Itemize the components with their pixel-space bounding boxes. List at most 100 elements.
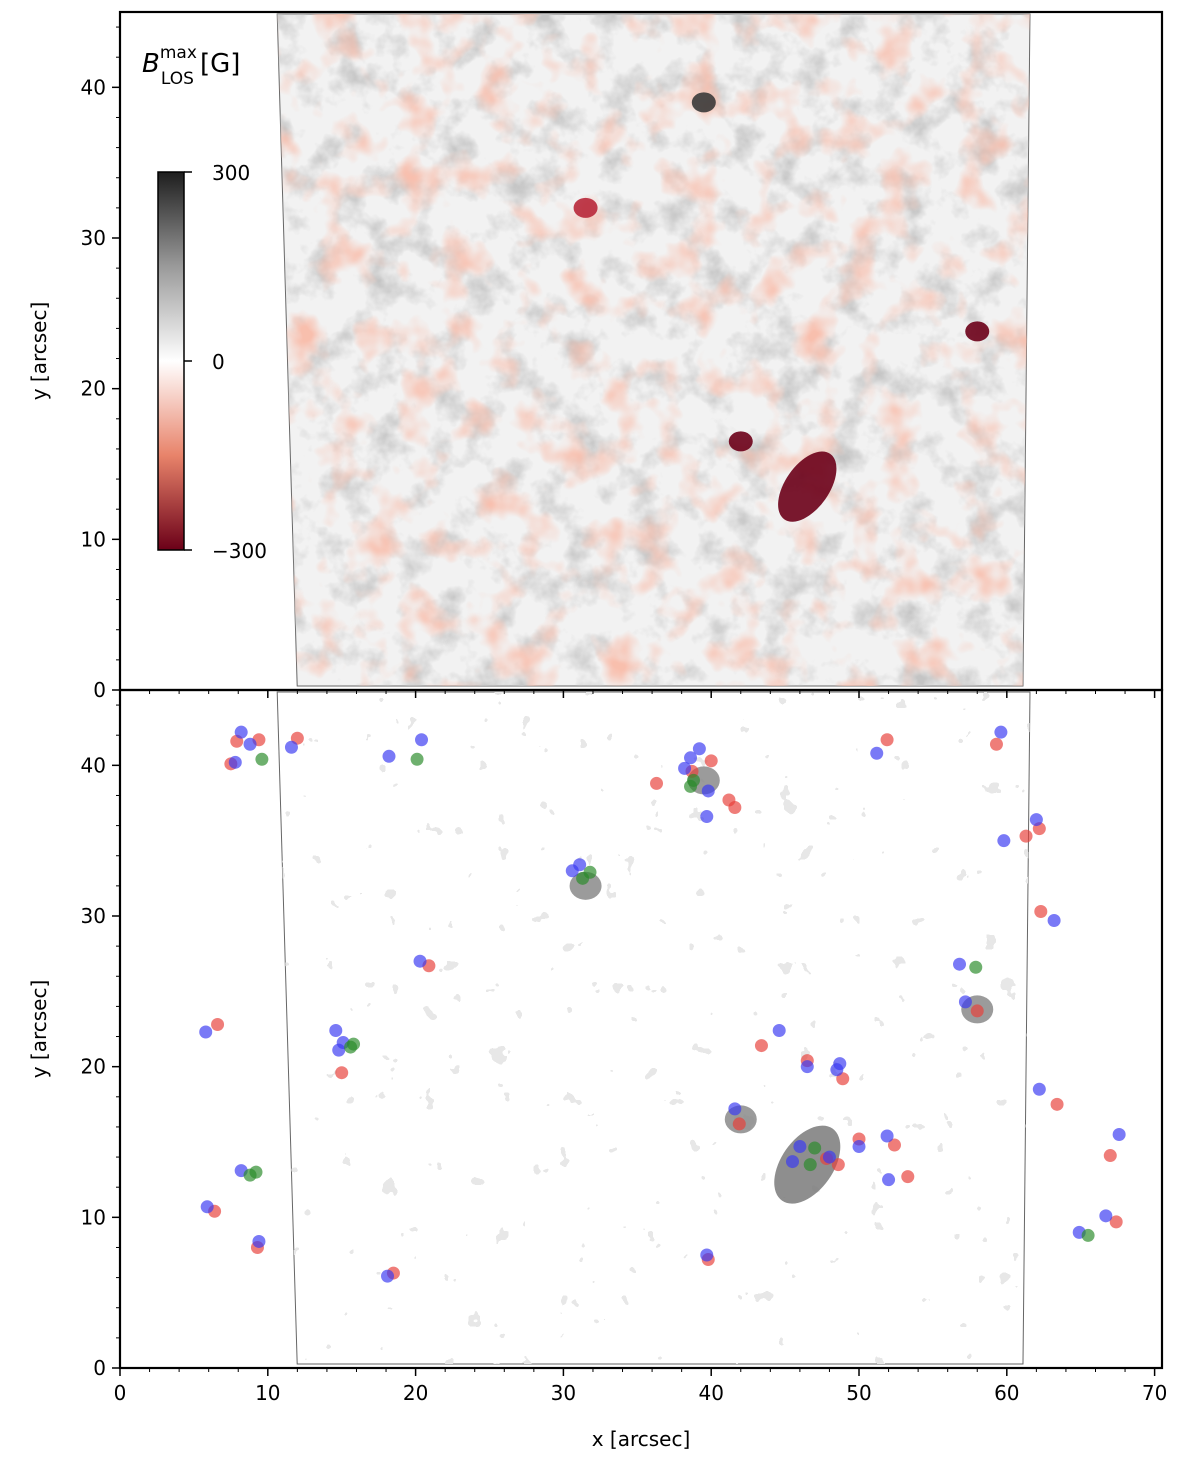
scatter-point-series1-6	[381, 1269, 395, 1283]
scatter-point-series2-1	[410, 752, 424, 766]
y-tick-label: 0	[93, 1356, 106, 1380]
scatter-point-series1-7	[413, 954, 427, 968]
scatter-point-series0-27	[1019, 829, 1033, 843]
scatter-point-series1-17	[678, 761, 692, 775]
scatter-point-series1-25	[785, 1155, 799, 1169]
x-tick-label: 0	[114, 1381, 127, 1405]
scatter-point-series1-23	[728, 1102, 742, 1116]
scatter-point-series1-31	[852, 1140, 866, 1154]
scatter-point-series1-30	[833, 1057, 847, 1071]
x-tick-label: 50	[846, 1381, 871, 1405]
scatter-point-series1-20	[701, 784, 715, 798]
scatter-point-series2-11	[808, 1141, 822, 1155]
scatter-point-series0-25	[880, 733, 894, 747]
scatter-point-series0-32	[1103, 1149, 1117, 1163]
scatter-point-series1-37	[994, 725, 1008, 739]
scatter-point-series1-24	[772, 1024, 786, 1038]
scatter-point-series0-24	[901, 1170, 915, 1184]
scatter-point-series1-4	[382, 749, 396, 763]
top-feature-0	[778, 451, 837, 522]
top-feature-3	[965, 321, 990, 342]
scatter-point-series0-7	[211, 1017, 225, 1031]
scatter-point-series1-11	[199, 1025, 213, 1039]
scatter-point-series1-22	[700, 1248, 714, 1262]
scatter-point-series1-27	[800, 1060, 814, 1074]
scatter-point-series0-33	[1109, 1215, 1123, 1229]
bottom-noise-contours	[277, 692, 1030, 1364]
bottom-ylabel: y [arcsec]	[27, 980, 51, 1079]
scatter-point-series1-8	[329, 1024, 343, 1038]
scatter-point-series2-13	[1081, 1228, 1095, 1242]
scatter-point-series1-41	[1047, 914, 1061, 928]
colorbar: 300 0 −300 Bmax LOS [G]	[142, 43, 267, 563]
y-tick-label: 40	[81, 753, 106, 777]
colorbar-label: Bmax LOS [G]	[142, 43, 240, 89]
scatter-point-series2-12	[969, 960, 983, 974]
colorbar-gradient	[157, 171, 185, 551]
scatter-point-series0-23	[887, 1138, 901, 1152]
top-features	[573, 92, 990, 522]
scatter-point-series1-1	[234, 725, 248, 739]
x-tick-label: 70	[1142, 1381, 1167, 1405]
x-tick-label: 40	[698, 1381, 723, 1405]
y-tick-label: 20	[81, 377, 106, 401]
scatter-point-series1-19	[692, 742, 706, 756]
y-tick-label: 30	[81, 904, 106, 928]
colorbar-tick-0: 0	[212, 350, 225, 374]
scatter-point-series0-16	[732, 1117, 746, 1131]
x-tick-label: 10	[255, 1381, 280, 1405]
scatter-point-series0-30	[970, 1004, 984, 1018]
colorbar-tick-300: 300	[212, 161, 250, 185]
top-noise-red	[277, 14, 1030, 686]
y-tick-label: 40	[81, 75, 106, 99]
scatter-point-series2-9	[684, 779, 698, 793]
scatter-point-series1-18	[684, 751, 698, 765]
scatter-point-series2-0	[255, 752, 269, 766]
x-tick-label: 20	[403, 1381, 428, 1405]
scatter-point-series1-40	[1032, 1082, 1046, 1096]
y-tick-label: 30	[81, 226, 106, 250]
scatter-point-series0-14	[728, 801, 742, 815]
scatter-point-series1-12	[200, 1200, 214, 1214]
scatter-point-series0-12	[704, 754, 718, 768]
top-feature-4	[691, 92, 716, 113]
x-tick-label: 60	[994, 1381, 1019, 1405]
scatter-point-series0-20	[831, 1158, 845, 1172]
scatter-point-series1-38	[997, 834, 1011, 848]
top-feature-2	[573, 197, 598, 218]
scatter-point-series0-31	[1050, 1097, 1064, 1111]
bottom-points	[199, 725, 1126, 1283]
scatter-point-series2-3	[347, 1037, 361, 1051]
scatter-point-series1-34	[870, 746, 884, 760]
scatter-point-series0-29	[1034, 904, 1048, 918]
scatter-point-series1-36	[958, 995, 972, 1009]
scatter-point-series2-5	[249, 1165, 263, 1179]
scatter-point-series1-44	[1112, 1127, 1126, 1141]
scatter-point-series1-39	[1029, 813, 1043, 827]
y-tick-label: 20	[81, 1055, 106, 1079]
scatter-point-series0-26	[989, 737, 1003, 751]
scatter-point-series2-7	[583, 865, 597, 879]
bottom-panel-scatter	[199, 691, 1126, 1365]
scatter-point-series1-14	[252, 1234, 266, 1248]
y-tick-label: 10	[81, 1205, 106, 1229]
scatter-point-series1-5	[415, 733, 429, 747]
scatter-point-series1-16	[573, 858, 587, 872]
scatter-point-series1-0	[228, 755, 242, 769]
bottom-panel-frame	[118, 688, 1164, 1370]
scatter-point-series0-10	[650, 776, 664, 790]
scatter-point-series1-21	[700, 810, 714, 824]
bottom-xlabel: x [arcsec]	[592, 1427, 691, 1451]
top-texture	[277, 14, 1030, 686]
scatter-point-series1-32	[880, 1129, 894, 1143]
top-feature-1	[728, 431, 753, 452]
scatter-point-series0-17	[754, 1039, 768, 1053]
scatter-point-series1-3	[284, 740, 298, 754]
scatter-point-series1-26	[793, 1140, 807, 1154]
axes: 0 10 20 30 40 0 10 20 30 40 0 10 20 30 40 50 60 70	[81, 26, 1167, 1405]
top-panel-magnetogram	[276, 13, 1031, 687]
x-tick-label: 30	[551, 1381, 576, 1405]
y-tick-label: 10	[81, 527, 106, 551]
scatter-point-series1-28	[822, 1150, 836, 1164]
